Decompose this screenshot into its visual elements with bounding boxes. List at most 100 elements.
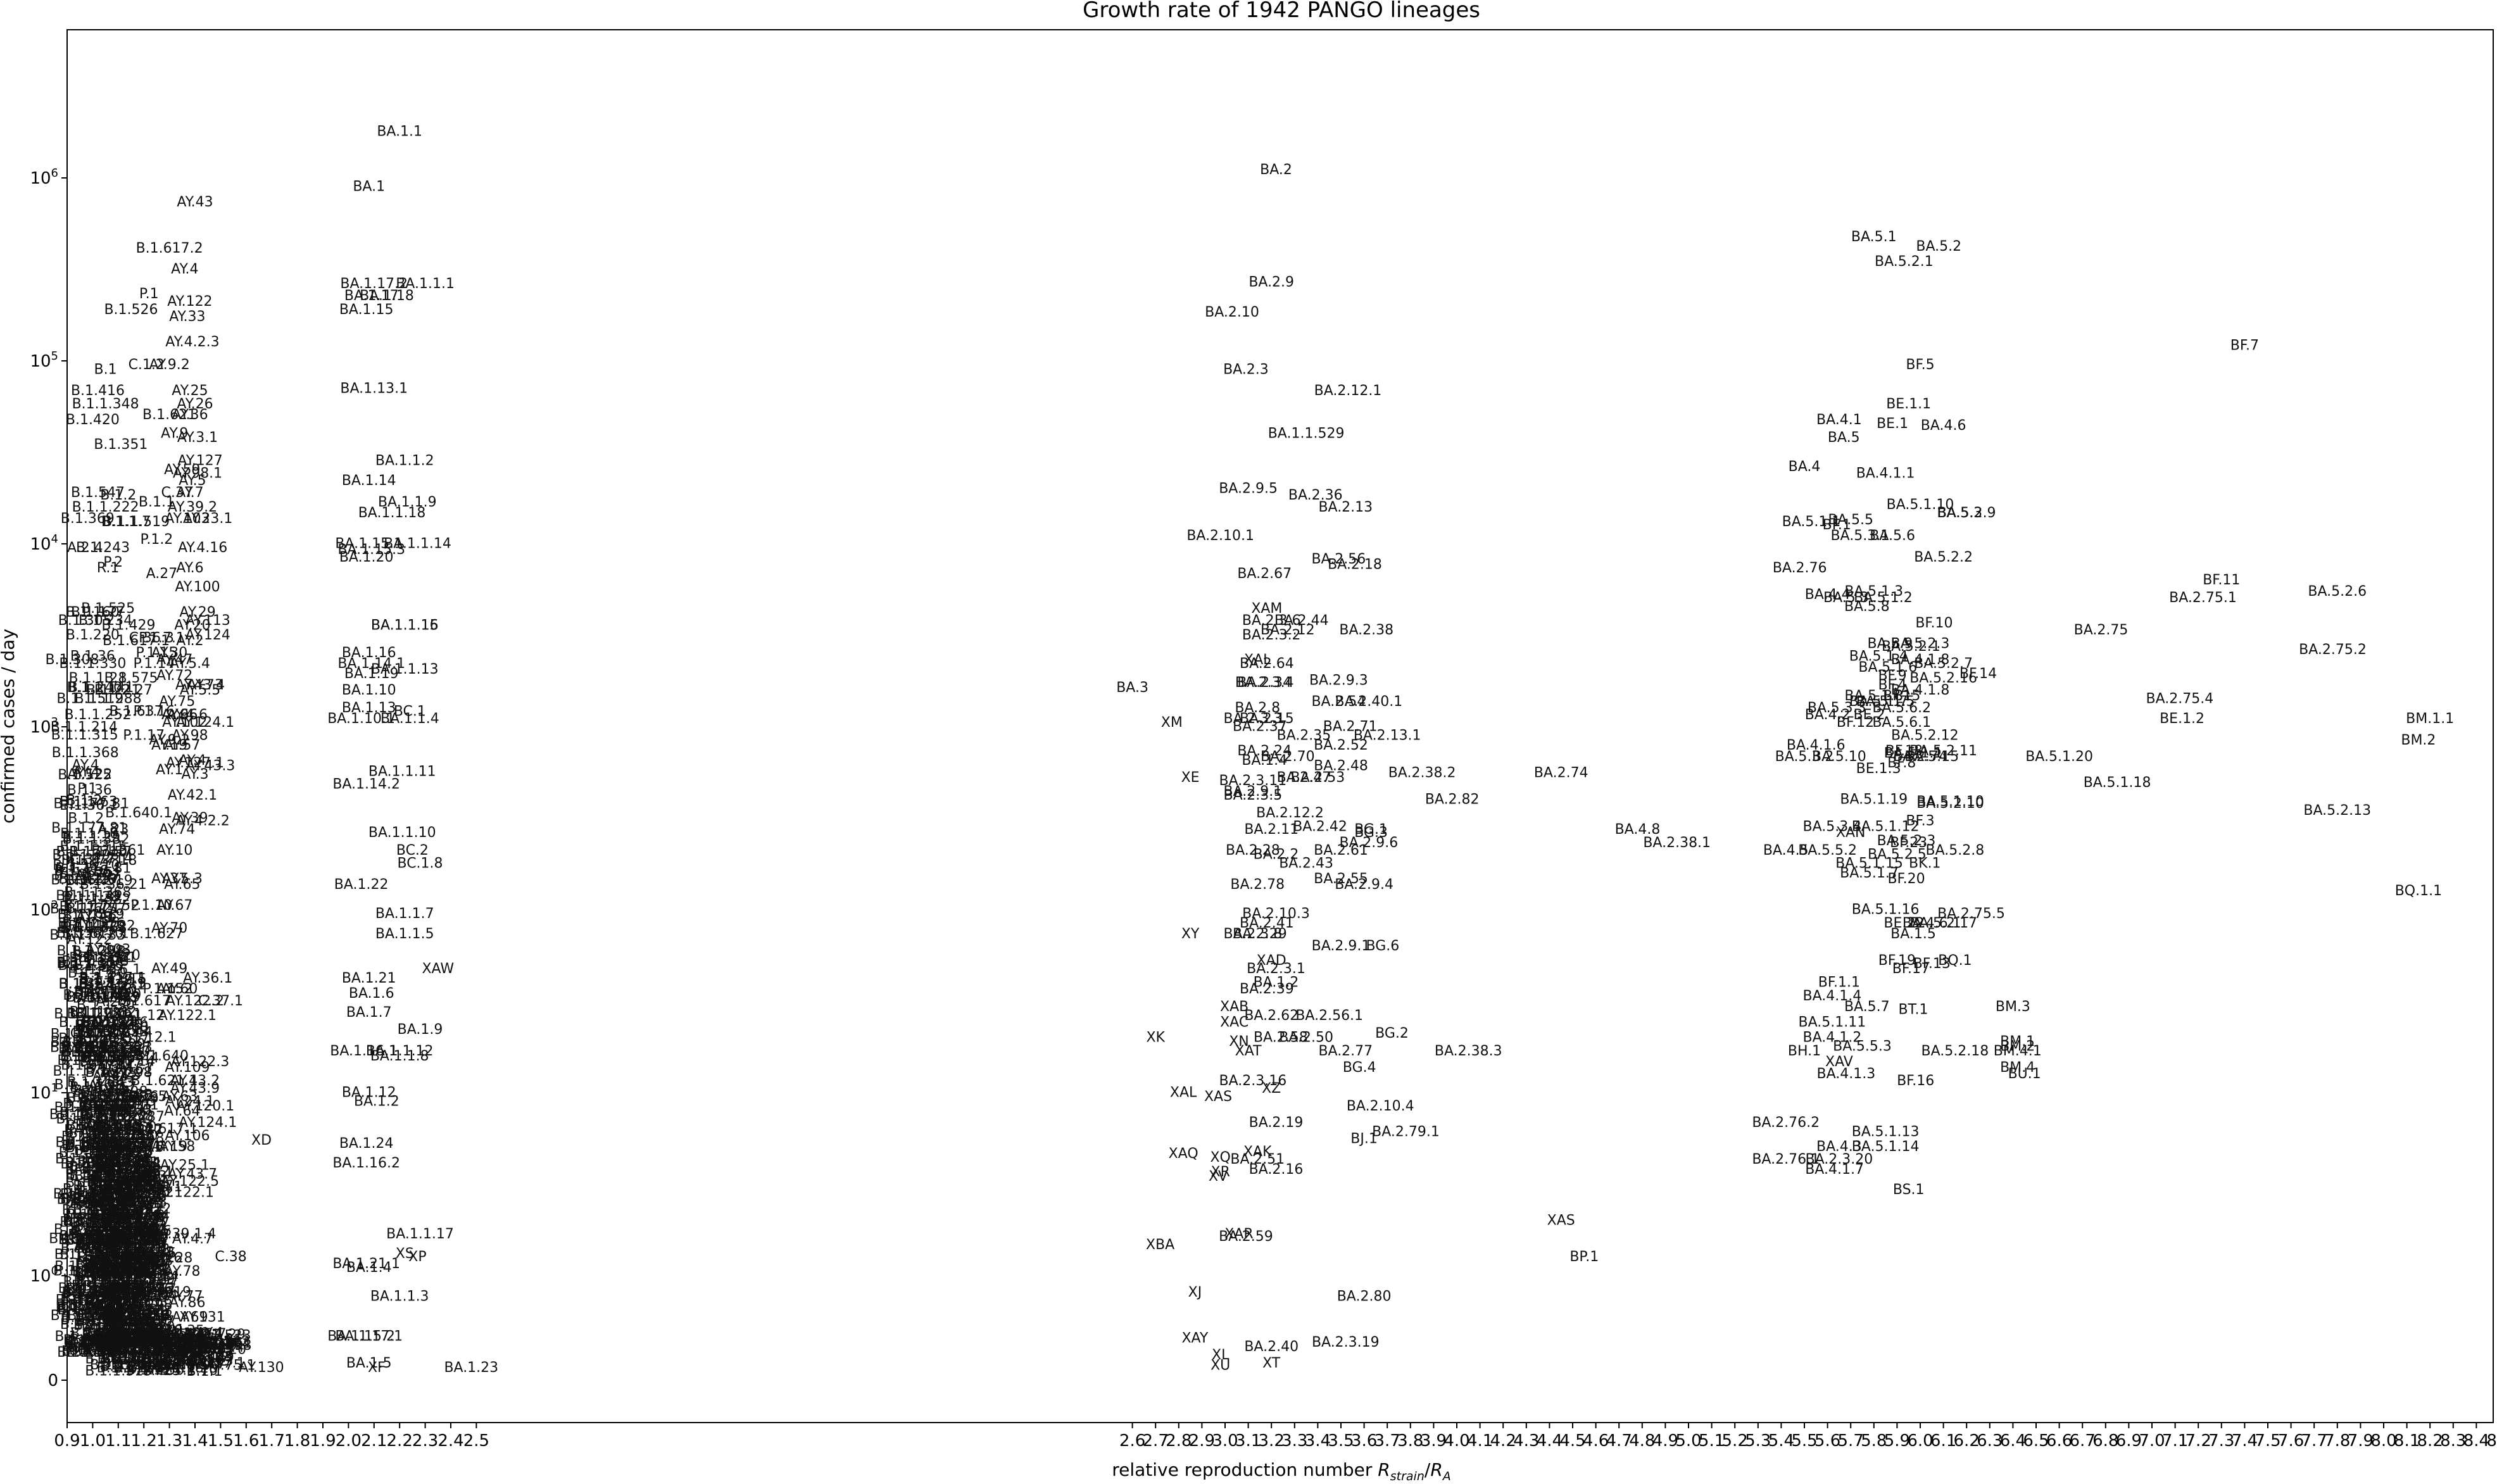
lineage-label: BF.9 bbox=[1878, 668, 1906, 684]
lineage-label: BA.4.1.8 bbox=[1891, 682, 1950, 698]
lineage-label: BA.5.2.16 bbox=[1909, 670, 1977, 686]
x-tick-label: 1.2 bbox=[131, 1431, 157, 1450]
lineage-label: B.1.621.1 bbox=[130, 1073, 198, 1089]
lineage-label: AY.75.1 bbox=[206, 1358, 255, 1374]
lineage-label-dense: B.1.1.37 bbox=[97, 1137, 156, 1153]
x-tick-label: 1.9 bbox=[310, 1431, 336, 1450]
lineage-label: BA.1.1.15 bbox=[371, 617, 439, 633]
x-tick-label: 1.0 bbox=[80, 1431, 106, 1450]
lineage-label: BF.18 bbox=[1885, 743, 1923, 759]
lineage-label: BA.1.15.3 bbox=[337, 542, 405, 558]
lineage-label: AY.72 bbox=[156, 668, 192, 684]
lineage-label: B.1.369 bbox=[61, 511, 115, 527]
lineage-label-dense: B.1.1.176 bbox=[58, 915, 125, 931]
lineage-label: A.2.5.2 bbox=[124, 1185, 173, 1200]
lineage-label-dense: B.1.258 bbox=[100, 1109, 154, 1124]
lineage-label-dense: B.1.1.464 bbox=[103, 1208, 170, 1224]
lineage-label: BA.4.2 bbox=[1805, 707, 1851, 723]
lineage-label: XAL bbox=[1170, 1085, 1197, 1100]
lineage-label-dense: A.2.5 bbox=[92, 1135, 128, 1151]
lineage-label: XAV bbox=[1825, 1054, 1853, 1070]
lineage-label-dense: B.1.36.35 bbox=[70, 1196, 137, 1212]
x-tick-label: 7.8 bbox=[2324, 1431, 2350, 1450]
lineage-label: P.2 bbox=[103, 555, 123, 570]
lineage-label: B.1.351.5 bbox=[72, 1191, 139, 1207]
lineage-label: BM.2 bbox=[2000, 1038, 2035, 1054]
lineage-label-dense: B.1.1.523 bbox=[92, 1233, 159, 1248]
lineage-label-dense: B.1.1.277 bbox=[73, 990, 140, 1006]
lineage-label: BA.1.23 bbox=[444, 1360, 498, 1376]
lineage-label: BA.1.10.1 bbox=[327, 711, 395, 727]
lineage-label: BC.2 bbox=[396, 843, 429, 858]
lineage-label: AY.109 bbox=[165, 1060, 210, 1076]
lineage-label-dense: B.1.177.21 bbox=[87, 1241, 163, 1257]
lineage-label: XR bbox=[1211, 1164, 1230, 1180]
lineage-label-dense: AY.25 bbox=[103, 1263, 139, 1279]
lineage-label: XP bbox=[408, 1249, 426, 1265]
lineage-label: BF.20 bbox=[1887, 871, 1925, 887]
lineage-label-dense: B.1.177.44 bbox=[89, 1229, 165, 1245]
lineage-label-dense: B.1.1.33 bbox=[94, 1102, 153, 1118]
lineage-label: BA.2.3.4 bbox=[1235, 675, 1294, 691]
lineage-label: XAT bbox=[1235, 1043, 1262, 1059]
lineage-label-dense: B.1.1.519 bbox=[81, 1317, 148, 1333]
lineage-label: BF.1 bbox=[1823, 517, 1851, 533]
lineage-label-dense: B.1.1.318 bbox=[51, 1308, 118, 1324]
lineage-label-dense: B.1.621 bbox=[59, 1015, 113, 1031]
y-tick-label: 0 bbox=[47, 1371, 58, 1390]
lineage-label-dense: B.1.160 bbox=[91, 1154, 145, 1170]
x-tick-label: 7.4 bbox=[2232, 1431, 2258, 1450]
lineage-label-dense: B.1.160.14 bbox=[103, 1269, 179, 1285]
lineage-label-dense: A.2.5 bbox=[92, 1080, 129, 1096]
lineage-label: BA.2.3.19 bbox=[1312, 1335, 1380, 1350]
lineage-label: AY.73 bbox=[187, 677, 223, 693]
lineage-label: XAQ bbox=[1169, 1146, 1198, 1162]
lineage-label: AY.43.3 bbox=[186, 758, 235, 774]
lineage-label-dense: B.1.1.28 bbox=[75, 1257, 133, 1273]
lineage-label: BA.1.1.529 bbox=[1268, 425, 1345, 441]
lineage-label: A.2.5 bbox=[131, 1089, 167, 1105]
lineage-label: BA.4.1.7 bbox=[1805, 1162, 1864, 1178]
lineage-label: BA.5 bbox=[1828, 430, 1860, 446]
lineage-label: BQ.1 bbox=[1938, 953, 1972, 969]
lineage-label: AY.63 bbox=[161, 1089, 198, 1105]
lineage-label-dense: B.1.1.420 bbox=[99, 1179, 166, 1195]
lineage-label: BG.6 bbox=[1366, 938, 1400, 954]
lineage-label: B.1.2.27 bbox=[94, 682, 153, 698]
lineage-label-dense: B.1.1.37 bbox=[111, 1228, 170, 1243]
lineage-label: AY.59 bbox=[164, 462, 200, 478]
lineage-label: B.1.220 bbox=[66, 627, 120, 643]
lineage-label-dense: B.1.1.318 bbox=[51, 1034, 118, 1050]
lineage-label: XAR bbox=[1224, 1226, 1253, 1242]
lineage-label: BA.4.1.3 bbox=[1817, 1066, 1876, 1082]
lineage-label: AY.106 bbox=[165, 1128, 210, 1144]
lineage-label: BA.5.2.9 bbox=[1937, 505, 1996, 521]
lineage-label-dense: B.1.1.243 bbox=[83, 1261, 150, 1277]
lineage-label: B.1.1.222 bbox=[72, 500, 139, 515]
lineage-label-dense: B.1.1.50 bbox=[93, 1103, 151, 1119]
lineage-label: BA.2.38 bbox=[1339, 622, 1393, 638]
lineage-label: BA.2.77 bbox=[1318, 1043, 1373, 1059]
lineage-label: BA.2.59 bbox=[1219, 1229, 1273, 1245]
lineage-label: BA.1.24 bbox=[339, 1136, 394, 1152]
lineage-label: B.1.2 bbox=[100, 487, 136, 503]
lineage-label: BA.2.36 bbox=[1288, 487, 1343, 503]
lineage-label: AY.42.1 bbox=[168, 788, 217, 803]
lineage-label: AY.24.1 bbox=[165, 1093, 215, 1109]
x-tick-label: 3.1 bbox=[1235, 1431, 1261, 1450]
lineage-label: BA.1.15.2 bbox=[327, 1328, 395, 1344]
lineage-label-dense: AY.103 bbox=[85, 942, 130, 958]
x-tick-label: 4.8 bbox=[1629, 1431, 1655, 1450]
lineage-label-dense: B.1.1.20 bbox=[83, 1112, 141, 1128]
lineage-label: BA.5.3.3 bbox=[1808, 700, 1866, 716]
x-tick-label: 2.8 bbox=[1166, 1431, 1192, 1450]
lineage-label: BA.2.52 bbox=[1314, 738, 1368, 753]
lineage-label: B.1.221 bbox=[86, 682, 140, 698]
lineage-label-dense: B.1.525 bbox=[102, 1312, 156, 1328]
lineage-label: AY.36 bbox=[172, 407, 208, 423]
lineage-label-dense: B.1.1.277 bbox=[92, 1262, 160, 1278]
lineage-label: AY.52 bbox=[156, 981, 192, 997]
lineage-label-dense: B.1.621 bbox=[98, 1155, 152, 1171]
lineage-label-dense: B.1.177 bbox=[65, 1140, 119, 1156]
lineage-label-dense: B.1.1.7 bbox=[73, 1318, 123, 1334]
